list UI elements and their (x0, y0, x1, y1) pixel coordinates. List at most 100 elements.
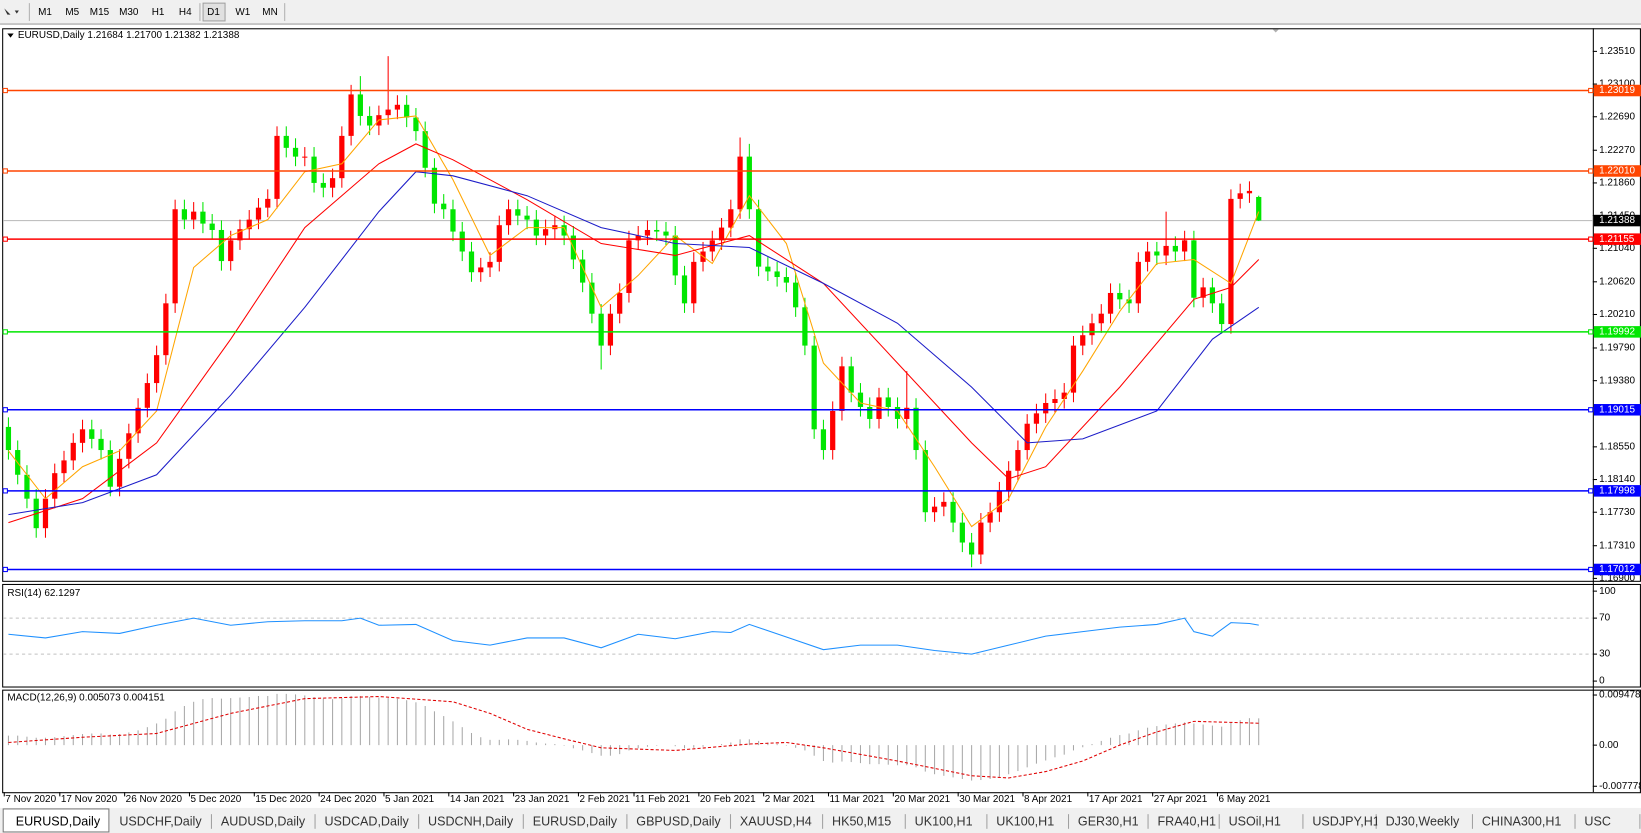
candle-body (422, 131, 428, 168)
y-tick-label: 1.21860 (1599, 178, 1635, 189)
tab[interactable] (1220, 811, 1302, 831)
y-tick-label: 0 (1599, 676, 1605, 687)
tab[interactable] (212, 811, 315, 831)
candle-body (524, 215, 530, 220)
tab-label[interactable]: FRA40,H1 (1157, 814, 1216, 828)
level-anchor[interactable] (1588, 168, 1594, 174)
candle-body (950, 501, 956, 523)
tab-label[interactable]: GBPUSD,Daily (636, 814, 721, 828)
candle-body (441, 203, 447, 210)
level-anchor[interactable] (2, 329, 8, 335)
tab-label[interactable]: EURUSD,Daily (533, 814, 618, 828)
x-tick-label: 6 May 2021 (1219, 794, 1271, 805)
moving-average (8, 143, 1260, 524)
candle-body (765, 266, 771, 272)
candle-body (302, 156, 308, 158)
tab[interactable] (987, 811, 1068, 831)
candle-body (153, 355, 160, 384)
timeframe-button[interactable]: MN (262, 7, 277, 18)
candle-body (246, 219, 252, 230)
tab[interactable] (823, 811, 905, 831)
tab[interactable] (1149, 811, 1219, 831)
level-anchor[interactable] (2, 488, 8, 494)
tab-label[interactable]: USDCNH,Daily (428, 814, 514, 828)
tab[interactable] (419, 811, 523, 831)
level-price-box (1593, 563, 1641, 576)
tab-label[interactable]: USDCHF,Daily (119, 814, 202, 828)
level-anchor[interactable] (1588, 87, 1594, 94)
tab-label[interactable]: USC (1584, 814, 1611, 828)
tab-label[interactable]: USDJPY,H1 (1312, 814, 1379, 828)
level-price-box (1593, 165, 1641, 177)
level-price-box (1593, 326, 1641, 338)
tab[interactable] (1473, 811, 1574, 831)
timeframe-active-bg (202, 2, 226, 22)
level-anchor[interactable] (1588, 329, 1594, 335)
candle-body (450, 209, 456, 232)
tab-label[interactable]: UK100,H1 (915, 814, 973, 828)
chart-menu-arrow[interactable] (7, 33, 14, 38)
candle-body (89, 429, 95, 439)
x-tick-label: 11 Feb 2021 (635, 794, 691, 805)
tab-label[interactable]: USDCAD,Daily (324, 814, 409, 828)
timeframe-button[interactable]: M30 (119, 7, 139, 18)
timeframe-button[interactable]: W1 (235, 7, 250, 18)
timeframe-button[interactable]: D1 (207, 7, 220, 18)
candle-body (98, 438, 104, 451)
tab[interactable] (110, 811, 211, 831)
tab-label[interactable]: CHINA300,H1 (1482, 814, 1562, 828)
level-price-label: 1.21155 (1599, 234, 1635, 245)
drawing-tool-icon[interactable] (4, 8, 19, 15)
timeframe-button[interactable]: M5 (65, 7, 79, 18)
candle-body (107, 450, 113, 487)
y-tick-label: 1.20210 (1599, 309, 1635, 320)
timeframe-button[interactable]: M1 (38, 7, 52, 18)
candle-body (487, 261, 493, 268)
tab[interactable] (1377, 811, 1472, 831)
candle-body (802, 307, 808, 346)
candle-body (1228, 198, 1234, 325)
level-anchor[interactable] (2, 236, 8, 242)
tab[interactable] (1576, 811, 1639, 831)
tab[interactable] (627, 811, 730, 831)
tab[interactable] (906, 811, 986, 831)
tab[interactable] (731, 811, 822, 831)
tab[interactable] (316, 811, 418, 831)
tab-label[interactable]: UK100,H1 (996, 814, 1054, 828)
tab-active[interactable] (2, 808, 110, 833)
x-tick-label: 17 Apr 2021 (1089, 794, 1143, 805)
candle-body (728, 209, 734, 228)
tab-label[interactable]: EURUSD,Daily (16, 814, 101, 828)
candle-body (681, 275, 688, 304)
candle-body (867, 406, 873, 419)
timeframe-button[interactable]: M15 (90, 7, 110, 18)
tab[interactable] (524, 811, 626, 831)
candle-body (876, 397, 882, 419)
tab-label[interactable]: AUDUSD,Daily (221, 814, 306, 828)
x-tick-label: 5 Dec 2020 (191, 794, 242, 805)
toolbar (0, 0, 1641, 25)
tab-label[interactable]: GER30,H1 (1078, 814, 1139, 828)
candle-body (959, 522, 965, 543)
tab[interactable] (1303, 811, 1376, 831)
y-tick-label: 1.20620 (1599, 276, 1635, 287)
tab-label[interactable]: USOil,H1 (1229, 814, 1281, 828)
y-tick-label: 1.19380 (1599, 375, 1635, 386)
level-anchor[interactable] (1588, 566, 1594, 573)
tab-label[interactable]: HK50,M15 (832, 814, 891, 828)
y-tick-label: 30 (1599, 649, 1611, 660)
level-anchor[interactable] (1588, 236, 1594, 242)
level-anchor[interactable] (1588, 488, 1594, 494)
level-anchor[interactable] (2, 168, 8, 174)
level-anchor[interactable] (2, 87, 8, 94)
tab-label[interactable]: XAUUSD,H4 (740, 814, 812, 828)
level-anchor[interactable] (2, 566, 8, 573)
tab[interactable] (1069, 811, 1148, 831)
timeframe-button[interactable]: H4 (179, 7, 192, 18)
timeframe-button[interactable]: H1 (152, 7, 165, 18)
level-anchor[interactable] (2, 407, 8, 413)
tab-label[interactable]: DJ30,Weekly (1386, 814, 1460, 828)
level-anchor[interactable] (1588, 407, 1594, 413)
y-tick-label: 1.21040 (1599, 243, 1635, 254)
